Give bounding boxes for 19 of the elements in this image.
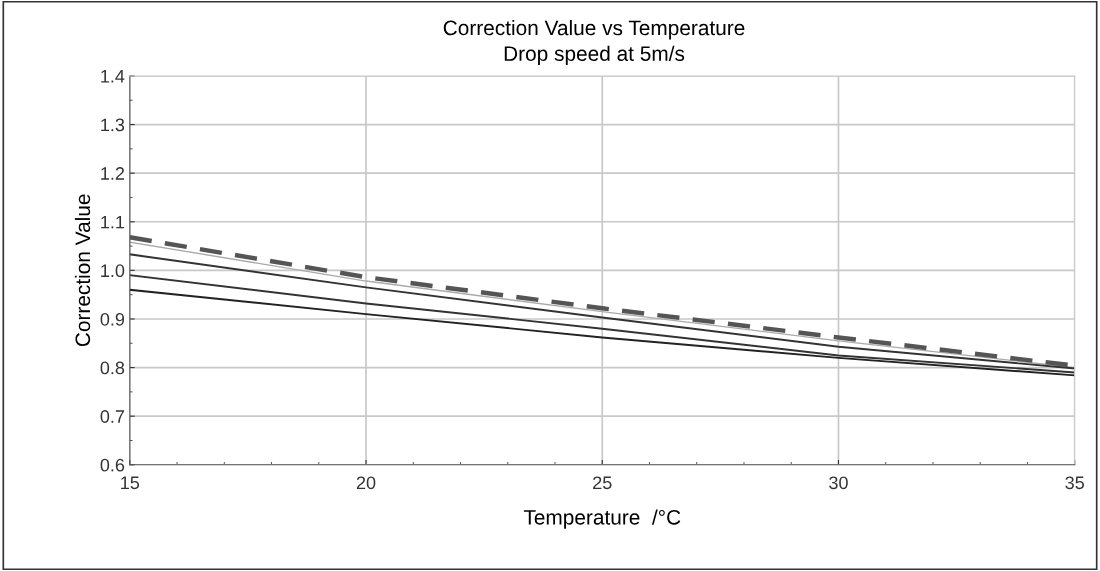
y-tick-label: 0.9 [100, 312, 125, 326]
y-tick-label: 1.2 [101, 167, 125, 180]
y-tick-label: 1.4 [101, 70, 125, 83]
x-axis-title: Temperature /°C [523, 509, 681, 529]
y-tick-label: 1.3 [101, 118, 125, 132]
x-tick-label: 20 [356, 476, 376, 490]
x-tick-label: 25 [593, 476, 612, 490]
y-tick-label: 1.0 [101, 264, 125, 278]
y-tick-label: 1.1 [101, 215, 125, 229]
line-series [129, 288, 1075, 377]
chart-subtitle: Drop speed at 5m/s [504, 45, 685, 66]
y-tick-label: 0.8 [100, 361, 125, 375]
x-tick-label: 15 [121, 476, 140, 490]
x-tick-label: 35 [1065, 476, 1084, 490]
y-tick-label: 0.6 [100, 458, 125, 472]
y-tick-label: 0.7 [100, 410, 125, 423]
y-axis-title: Correction Value [74, 194, 91, 347]
chart-title: Correction Value vs Temperature [443, 19, 745, 40]
x-tick-label: 30 [829, 476, 848, 490]
